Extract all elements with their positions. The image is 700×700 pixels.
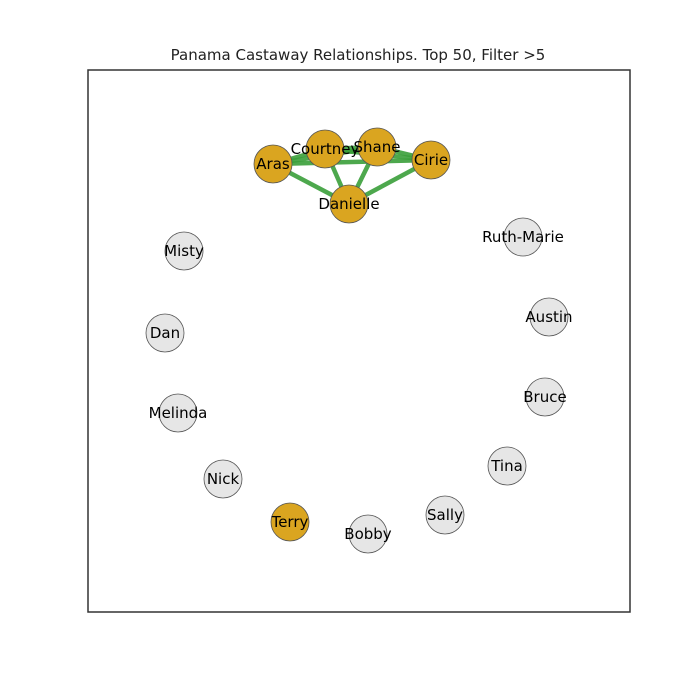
node-circle [164,231,204,271]
node-sally: Sally [425,495,465,535]
node-circle [529,297,569,337]
node-label: Shane [354,138,401,156]
node-nick: Nick [203,459,243,499]
node-bruce: Bruce [523,377,567,417]
node-label: Bruce [523,388,566,406]
node-label: Dan [150,324,180,342]
node-label: Sally [427,506,463,524]
node-circle [425,495,465,535]
node-circle [203,459,243,499]
node-misty: Misty [164,231,204,271]
node-dan: Dan [145,313,185,353]
node-label: Tina [490,457,523,475]
node-label: Aras [256,155,290,173]
node-bobby: Bobby [344,514,392,554]
node-danielle: Danielle [318,184,380,224]
node-circle [503,217,543,257]
node-circle [145,313,185,353]
node-shane: Shane [354,127,401,167]
node-label: Misty [164,242,204,260]
node-circle [253,144,293,184]
plot-frame [87,69,631,613]
node-label: Cirie [414,151,448,169]
node-label: Ruth-Marie [482,228,564,246]
node-melinda: Melinda [149,393,208,433]
node-label: Courtney [291,140,360,158]
node-circle [348,514,388,554]
node-circle [411,140,451,180]
node-tina: Tina [487,446,527,486]
node-ruth-marie: Ruth-Marie [482,217,564,257]
node-courtney: Courtney [291,129,360,169]
node-aras: Aras [253,144,293,184]
diagram-title: Panama Castaway Relationships. Top 50, F… [170,46,546,64]
node-circle [525,377,565,417]
node-label: Nick [207,470,240,488]
edge-aras-cirie [272,157,432,167]
node-circle [487,446,527,486]
node-circle [305,129,345,169]
node-label: Austin [525,308,572,326]
node-austin: Austin [525,297,573,337]
node-cirie: Cirie [411,140,451,180]
node-label: Bobby [344,525,392,543]
node-circle [270,502,310,542]
node-label: Melinda [149,404,208,422]
node-circle [329,184,369,224]
node-circle [357,127,397,167]
node-label: Danielle [318,195,379,213]
node-terry: Terry [270,502,310,542]
node-circle [158,393,198,433]
node-label: Terry [271,513,309,531]
